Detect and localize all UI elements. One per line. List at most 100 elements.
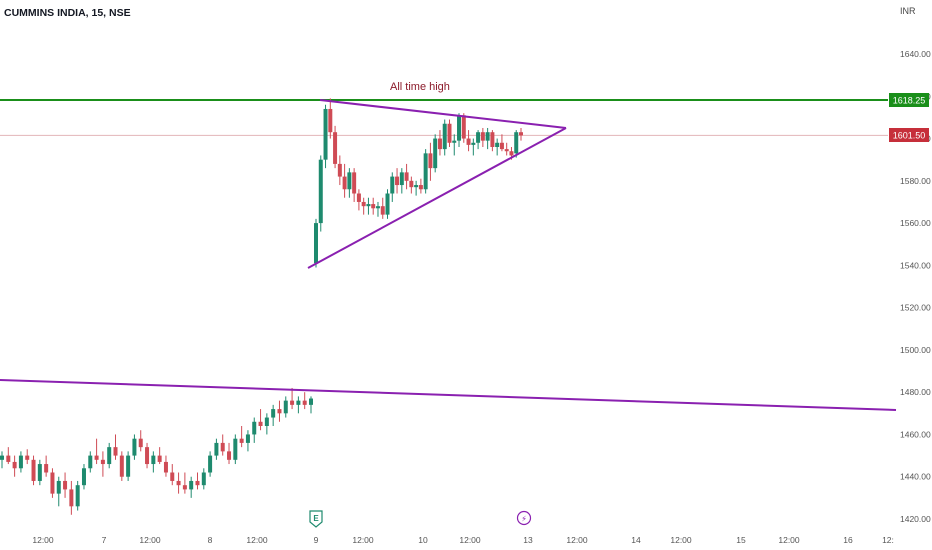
candle-body — [361, 201, 366, 207]
candle-body — [208, 455, 213, 473]
x-tick-label: 9 — [314, 535, 319, 545]
candle-body — [337, 163, 342, 177]
candle-body — [323, 108, 328, 160]
candle-body — [296, 400, 301, 405]
candle-body — [220, 442, 225, 452]
x-tick-label: 15 — [736, 535, 746, 545]
candle-body — [37, 464, 42, 481]
candle-body — [504, 149, 509, 152]
candle-body — [44, 464, 49, 473]
candle-body — [252, 421, 257, 435]
x-tick-label: 12:00 — [459, 535, 481, 545]
candle-body — [126, 455, 131, 477]
candle-body — [50, 472, 55, 494]
candle-body — [314, 223, 318, 264]
candle-body — [490, 132, 495, 147]
candle-body — [138, 438, 143, 448]
candle-body — [189, 480, 194, 490]
y-tick-label: 1480.00 — [900, 387, 931, 397]
candle-body — [509, 151, 514, 156]
candle-body — [485, 132, 490, 141]
triangle-upper-trendline[interactable] — [319, 99, 567, 129]
y-tick-label: 1520.00 — [900, 303, 931, 313]
candle-body — [75, 485, 80, 507]
x-axis: 12:00 7 12:00 8 12:00 9 12:00 10 12:00 13 12:00 14 1… — [32, 535, 894, 545]
x-tick-label: 12:00 — [139, 535, 161, 545]
x-tick-label: 10 — [418, 535, 428, 545]
candle-body — [371, 204, 376, 209]
candle-body — [480, 132, 485, 141]
price-axis[interactable] — [888, 0, 932, 550]
candle-body — [63, 480, 68, 490]
candle-body — [283, 400, 288, 414]
candle-body — [119, 455, 124, 477]
candle-body — [476, 132, 481, 143]
candle-body — [423, 153, 428, 190]
earnings-marker[interactable]: E — [309, 510, 323, 528]
y-tick-label: 1440.00 — [900, 472, 931, 482]
candle-body — [290, 400, 295, 405]
y-tick-label: 1640.00 — [900, 49, 931, 59]
y-tick-label: 1500.00 — [900, 345, 931, 355]
candle-body — [414, 185, 419, 188]
candle-body — [163, 461, 168, 473]
candle-body — [31, 459, 36, 481]
triangle-lower-trendline[interactable] — [307, 127, 567, 269]
candle-body — [271, 409, 276, 418]
candle-body — [433, 138, 438, 169]
last-price-badge: 1601.50 — [889, 128, 929, 142]
candle-body — [0, 455, 4, 460]
candle-body — [107, 447, 112, 465]
candle-body — [176, 480, 181, 486]
x-tick-label: 13 — [523, 535, 533, 545]
candle-body — [356, 193, 361, 202]
candle-body — [81, 468, 86, 486]
candle-body — [404, 172, 409, 181]
candle-body — [418, 185, 423, 190]
ath-price-badge: 1618.25 — [889, 93, 929, 107]
split-marker[interactable]: ⚡ — [516, 510, 532, 526]
candle-body — [227, 451, 232, 460]
symbol-title: CUMMINS INDIA, 15, NSE — [4, 7, 131, 19]
x-tick-label: 8 — [208, 535, 213, 545]
candle-body — [342, 176, 347, 190]
candle-body — [380, 206, 385, 215]
candle-body — [328, 108, 333, 133]
x-tick-label: 12:00 — [566, 535, 588, 545]
y-tick-label: 1460.00 — [900, 429, 931, 439]
x-tick-label: 12:00 — [246, 535, 268, 545]
candle-body — [277, 409, 282, 414]
split-icon: ⚡ — [521, 515, 527, 524]
x-tick-label: 12:00 — [670, 535, 692, 545]
candlestick-series — [0, 98, 523, 515]
candle-body — [182, 485, 187, 490]
candle-body — [499, 142, 504, 150]
candle-body — [214, 442, 219, 456]
candle-body — [390, 176, 395, 194]
x-tick-label: 14 — [631, 535, 641, 545]
long-term-trendline[interactable] — [0, 379, 897, 411]
candle-body — [375, 206, 380, 209]
x-tick-label: 12:00 — [32, 535, 54, 545]
candle-body — [195, 480, 200, 486]
candle-body — [18, 455, 23, 469]
x-tick-label: 12:00 — [778, 535, 800, 545]
candle-body — [461, 115, 466, 139]
candle-body — [25, 455, 30, 460]
candle-body — [399, 172, 404, 186]
candle-body — [385, 193, 390, 215]
candle-body — [151, 455, 156, 465]
currency-label: INR — [900, 6, 916, 16]
y-tick-label: 1420.00 — [900, 514, 931, 524]
candle-body — [6, 455, 11, 462]
candle-body — [428, 153, 433, 169]
ath-annotation[interactable]: All time high — [390, 81, 450, 93]
candle-body — [258, 421, 263, 426]
candle-body — [245, 434, 250, 443]
x-tick-label: 12: — [882, 535, 894, 545]
candle-body — [352, 172, 357, 194]
candle-body — [88, 455, 93, 469]
candle-body — [69, 489, 74, 507]
candle-body — [452, 140, 457, 143]
